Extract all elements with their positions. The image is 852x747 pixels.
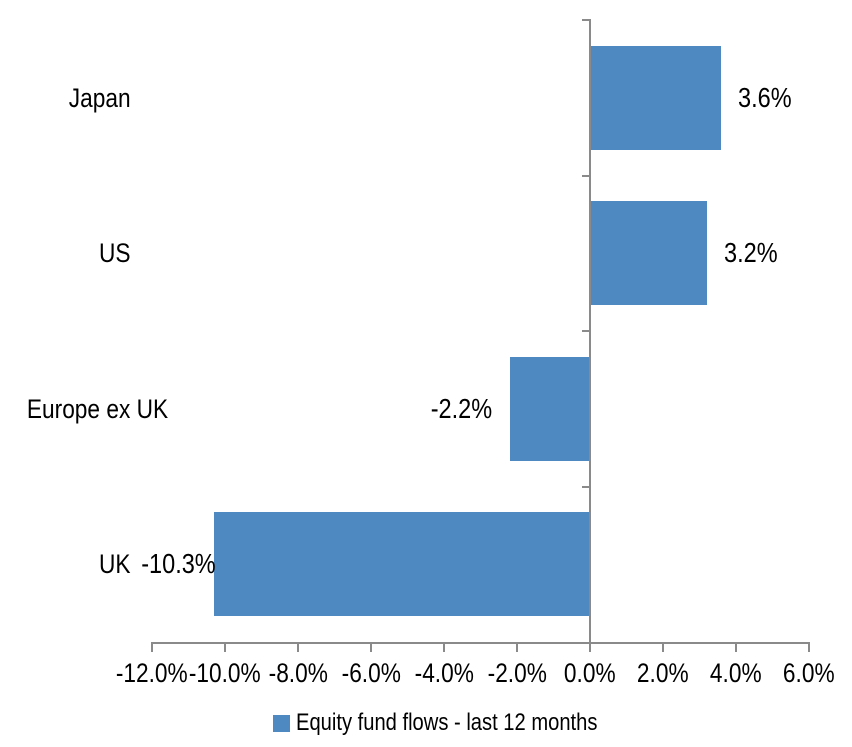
x-tick-label: -10.0%: [189, 658, 261, 688]
x-tick-label: -12.0%: [116, 658, 188, 688]
x-tick: [662, 644, 664, 652]
data-label: 3.6%: [738, 82, 792, 113]
x-tick: [370, 644, 372, 652]
y-axis-tick: [582, 19, 590, 21]
x-tick: [516, 644, 518, 652]
data-label: -2.2%: [430, 393, 492, 424]
category-label: UK: [99, 549, 131, 579]
x-tick-label: 6.0%: [783, 658, 835, 688]
y-axis-tick: [582, 486, 590, 488]
x-tick: [808, 644, 810, 652]
y-axis-tick: [582, 175, 590, 177]
x-tick-label: 4.0%: [710, 658, 762, 688]
category-label: Europe ex UK: [26, 394, 169, 424]
legend: Equity fund flows - last 12 months: [273, 709, 655, 736]
x-tick-label: -6.0%: [341, 658, 401, 688]
x-tick-label: -4.0%: [414, 658, 474, 688]
legend-series-label: Equity fund flows - last 12 months: [296, 709, 598, 736]
data-label: -10.3%: [141, 548, 216, 579]
x-axis-line: [151, 642, 810, 644]
x-tick-label: -2.0%: [487, 658, 547, 688]
x-tick: [224, 644, 226, 652]
y-axis-line: [589, 19, 591, 644]
x-tick: [589, 644, 591, 652]
x-tick: [735, 644, 737, 652]
category-label: US: [99, 238, 131, 268]
data-label: 3.2%: [724, 237, 778, 268]
x-tick-label: -8.0%: [268, 658, 328, 688]
bar: [510, 357, 590, 461]
bar: [590, 201, 707, 305]
x-tick-label: 2.0%: [637, 658, 689, 688]
legend-color-swatch-icon: [273, 714, 290, 732]
category-label: Japan: [69, 83, 131, 113]
y-axis-tick: [582, 330, 590, 332]
bar: [214, 512, 590, 616]
bar: [590, 46, 721, 150]
x-tick: [443, 644, 445, 652]
x-tick: [151, 644, 153, 652]
x-tick-label: 0.0%: [564, 658, 616, 688]
x-tick: [297, 644, 299, 652]
